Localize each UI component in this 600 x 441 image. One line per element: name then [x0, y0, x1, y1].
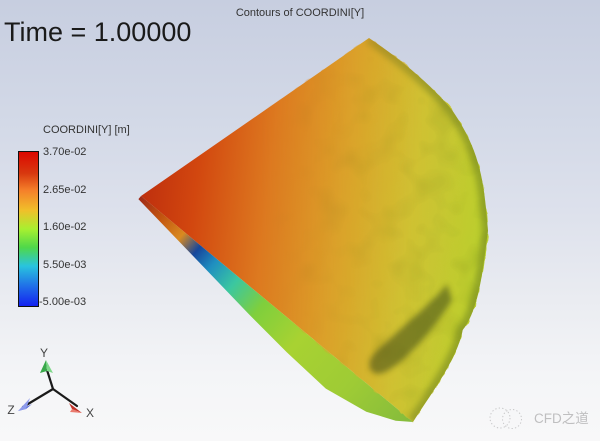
svg-text:Y: Y — [40, 346, 48, 360]
svg-text:Z: Z — [7, 403, 14, 417]
svg-text:CFD之道: CFD之道 — [534, 411, 589, 426]
svg-text:X: X — [86, 406, 94, 420]
